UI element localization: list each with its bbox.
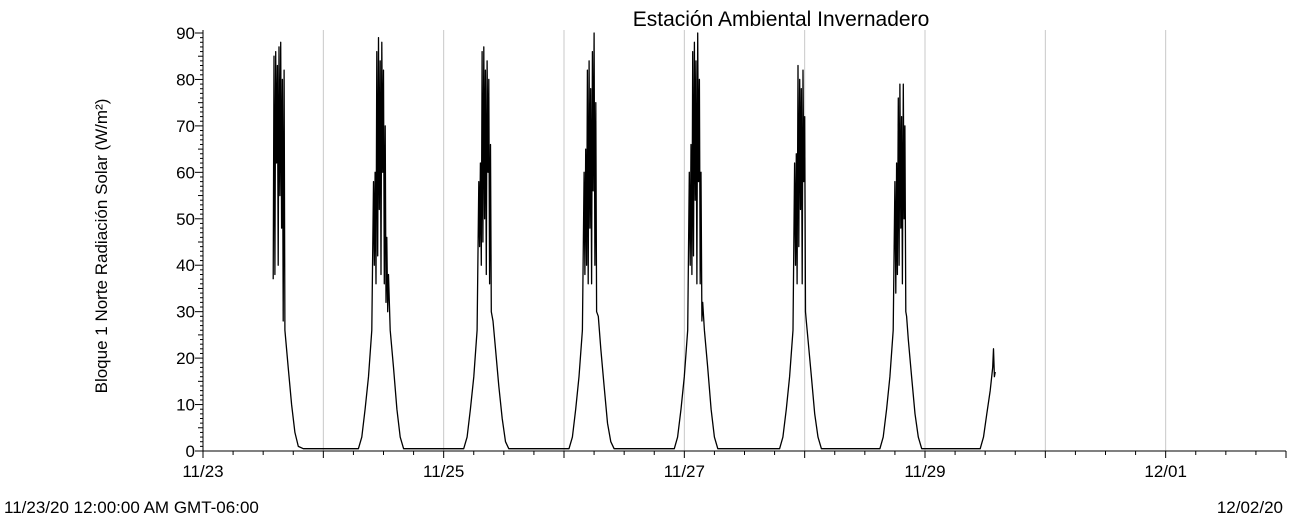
y-tick-label: 70: [176, 117, 195, 136]
axes: [202, 30, 1286, 452]
y-tick-label: 0: [186, 442, 195, 461]
series-layer: [272, 32, 996, 450]
y-tick-label: 50: [176, 210, 195, 229]
footer-start-timestamp: 11/23/20 12:00:00 AM GMT-06:00: [4, 498, 259, 517]
y-tick-label: 90: [176, 24, 195, 43]
chart-title: Estación Ambiental Invernadero: [633, 8, 930, 31]
y-tick-label: 60: [176, 163, 195, 182]
y-axis-label: Bloque 1 Norte Radiación Solar (W/m²): [92, 99, 111, 394]
grid-lines: [322, 30, 1167, 451]
tick-labels: 0 10 20 30 40 50 60 70 80 90 11/23 11/25 11/27 11/29 1…: [176, 24, 1187, 481]
x-tick-label: 11/23: [182, 462, 223, 481]
data-series-line: [272, 32, 996, 450]
y-tick-label: 80: [176, 70, 195, 89]
y-tick-label: 10: [176, 396, 195, 415]
y-tick-label: 40: [176, 256, 195, 275]
y-tick-label: 20: [176, 349, 195, 368]
footer-end-date: 12/02/20: [1217, 498, 1283, 517]
tick-marks: [195, 32, 1287, 458]
x-tick-label: 11/29: [904, 462, 945, 481]
x-tick-label: 12/01: [1144, 462, 1187, 481]
y-tick-label: 30: [176, 303, 195, 322]
x-tick-label: 11/25: [423, 462, 464, 481]
x-tick-label: 11/27: [664, 462, 705, 481]
